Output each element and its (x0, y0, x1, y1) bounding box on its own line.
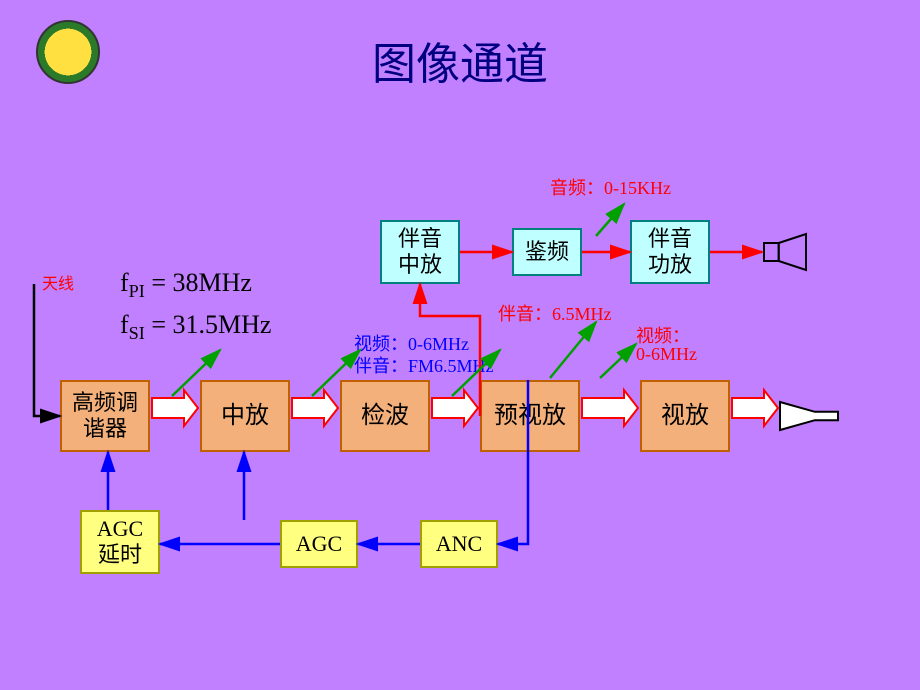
annot-accomp: 伴音：6.5MHz (498, 300, 612, 326)
block-vamp: 视放 (640, 380, 730, 452)
block-s_pa: 伴音功放 (630, 220, 710, 284)
formula-fpi: fPI = 38MHz (120, 268, 252, 302)
formula-fsi: fSI = 31.5MHz (120, 310, 271, 344)
annot-vid1b: 伴音：FM6.5MHz (354, 352, 494, 378)
annot-audio: 音频：0-15KHz (550, 174, 671, 200)
diagram-stage: 图像通道 天线 fPI = 38MHz fSI = 31.5MHz 高频调谐器中… (0, 0, 920, 690)
block-det: 检波 (340, 380, 430, 452)
page-title: 图像通道 (0, 28, 920, 92)
annot-vid2b: 0-6MHz (636, 344, 697, 365)
block-disc: 鉴频 (512, 228, 582, 276)
block-agc: AGC (280, 520, 358, 568)
block-s_if: 伴音中放 (380, 220, 460, 284)
block-anc: ANC (420, 520, 498, 568)
block-pre_vamp: 预视放 (480, 380, 580, 452)
block-agc_d: AGC延时 (80, 510, 160, 574)
block-tuner: 高频调谐器 (60, 380, 150, 452)
antenna-label: 天线 (42, 270, 74, 294)
block-if_amp: 中放 (200, 380, 290, 452)
